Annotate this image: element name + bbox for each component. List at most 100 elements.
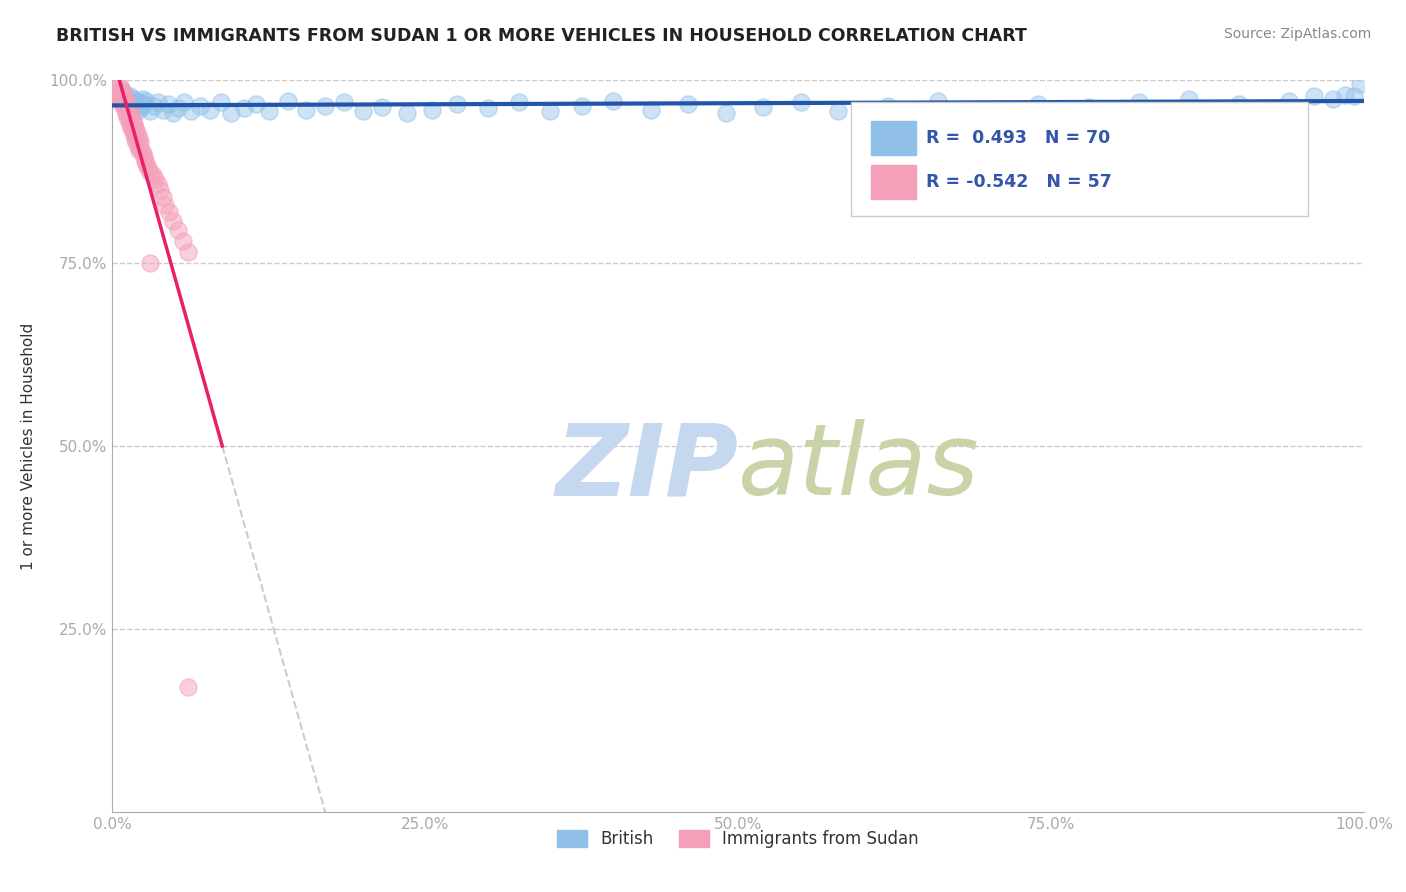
Point	[107, 89, 129, 103]
Point	[927, 94, 949, 108]
Point	[118, 113, 141, 128]
Point	[129, 143, 152, 157]
Point	[877, 99, 900, 113]
Point	[135, 94, 157, 108]
Point	[118, 117, 141, 131]
Point	[115, 106, 138, 120]
Point	[640, 103, 662, 117]
Point	[166, 223, 188, 237]
Text: Source: ZipAtlas.com: Source: ZipAtlas.com	[1223, 27, 1371, 41]
Point	[420, 103, 443, 117]
Point	[188, 99, 211, 113]
Point	[107, 84, 129, 98]
Point	[141, 169, 163, 183]
Point	[124, 96, 146, 111]
Point	[111, 96, 134, 111]
FancyBboxPatch shape	[851, 103, 1308, 216]
FancyBboxPatch shape	[870, 121, 915, 155]
Point	[209, 95, 232, 110]
Point	[107, 87, 129, 102]
Point	[127, 128, 149, 142]
Point	[157, 205, 180, 219]
Point	[676, 96, 699, 111]
Point	[117, 99, 139, 113]
Point	[752, 100, 775, 114]
Point	[1343, 89, 1365, 103]
Point	[136, 161, 159, 175]
Point	[221, 106, 243, 120]
Point	[162, 106, 184, 120]
Point	[121, 124, 143, 138]
Point	[1334, 87, 1357, 102]
Point	[112, 87, 135, 102]
Point	[370, 100, 392, 114]
Text: atlas: atlas	[738, 419, 980, 516]
Point	[1322, 92, 1344, 106]
Point	[134, 153, 156, 168]
Point	[125, 136, 148, 150]
Point	[333, 95, 356, 110]
Point	[149, 183, 172, 197]
Point	[120, 120, 142, 135]
Point	[1278, 94, 1301, 108]
Point	[125, 124, 148, 138]
Point	[118, 89, 141, 103]
Point	[1028, 96, 1050, 111]
Point	[135, 157, 157, 171]
Point	[107, 87, 129, 101]
Point	[114, 103, 136, 117]
Point	[277, 94, 299, 108]
Point	[128, 132, 150, 146]
Point	[129, 100, 152, 114]
Point	[172, 234, 194, 248]
Point	[166, 101, 188, 115]
Point	[790, 95, 813, 110]
Point	[232, 101, 254, 115]
Point	[827, 103, 849, 118]
Point	[114, 92, 136, 106]
Point	[180, 103, 202, 118]
Point	[139, 103, 162, 118]
Point	[108, 92, 131, 106]
Point	[125, 94, 148, 108]
Point	[977, 103, 1000, 117]
Point	[112, 87, 135, 101]
Point	[139, 164, 162, 178]
Point	[714, 106, 737, 120]
Point	[142, 99, 165, 113]
Point	[257, 103, 280, 118]
Point	[118, 94, 141, 108]
Point	[1177, 92, 1199, 106]
Point	[152, 190, 174, 204]
Point	[131, 92, 153, 106]
Point	[111, 84, 134, 98]
Point	[176, 245, 198, 260]
Point	[508, 95, 530, 110]
Point	[121, 113, 143, 128]
Point	[538, 103, 561, 118]
Point	[117, 110, 139, 124]
Point	[127, 139, 149, 153]
Point	[143, 172, 166, 186]
Point	[477, 101, 499, 115]
Point	[118, 103, 141, 117]
Point	[602, 94, 624, 108]
Point	[110, 82, 132, 96]
Point	[352, 103, 374, 118]
Point	[131, 146, 153, 161]
Point	[115, 95, 138, 110]
Point	[122, 117, 145, 131]
Point	[108, 79, 131, 94]
Point	[245, 96, 267, 111]
Point	[132, 150, 155, 164]
Point	[110, 92, 132, 106]
Point	[128, 143, 150, 157]
Point	[105, 80, 128, 95]
Point	[152, 103, 174, 117]
Text: R = -0.542   N = 57: R = -0.542 N = 57	[927, 173, 1112, 191]
Legend: British, Immigrants from Sudan: British, Immigrants from Sudan	[551, 823, 925, 855]
Point	[112, 99, 135, 113]
Point	[128, 103, 150, 117]
Point	[114, 95, 136, 110]
Point	[139, 256, 162, 270]
